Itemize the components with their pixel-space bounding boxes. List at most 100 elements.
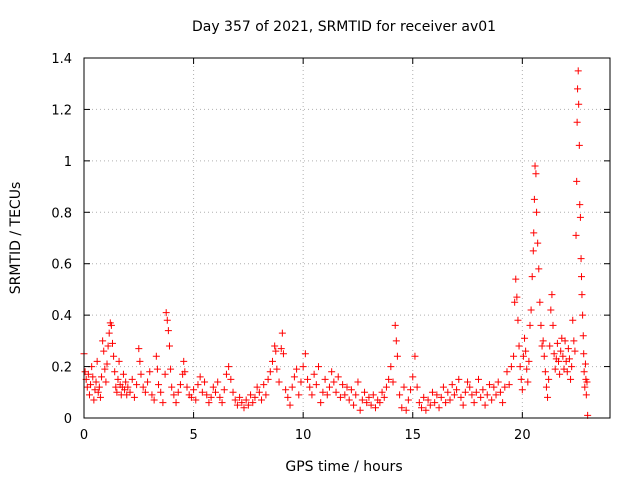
data-point bbox=[580, 368, 588, 376]
data-point bbox=[240, 404, 248, 412]
data-point bbox=[319, 388, 327, 396]
data-point bbox=[542, 383, 550, 391]
data-point bbox=[207, 393, 215, 401]
data-point bbox=[347, 386, 355, 394]
y-tick-label: 0.2 bbox=[51, 361, 72, 376]
data-point bbox=[407, 386, 415, 394]
data-point bbox=[222, 370, 230, 378]
data-point bbox=[336, 393, 344, 401]
data-point bbox=[141, 388, 149, 396]
data-point bbox=[439, 383, 447, 391]
data-point bbox=[583, 378, 591, 386]
data-point bbox=[389, 378, 397, 386]
data-point bbox=[437, 393, 445, 401]
data-point bbox=[155, 381, 163, 389]
data-point bbox=[400, 383, 408, 391]
data-point bbox=[488, 396, 496, 404]
data-point bbox=[220, 386, 228, 394]
data-point bbox=[264, 375, 272, 383]
data-point bbox=[255, 388, 263, 396]
data-point bbox=[568, 363, 576, 371]
data-point bbox=[104, 342, 112, 350]
data-point bbox=[176, 381, 184, 389]
data-point bbox=[557, 347, 565, 355]
data-point bbox=[95, 383, 103, 391]
data-point bbox=[519, 352, 527, 360]
chart-title: Day 357 of 2021, SRMTID for receiver av0… bbox=[192, 19, 496, 35]
data-point bbox=[510, 352, 518, 360]
data-point bbox=[164, 327, 172, 335]
data-point bbox=[205, 399, 213, 407]
data-point bbox=[392, 337, 400, 345]
data-point bbox=[424, 396, 432, 404]
y-tick-label: 0.8 bbox=[51, 206, 72, 221]
data-point bbox=[92, 378, 100, 386]
data-point bbox=[459, 401, 467, 409]
data-point bbox=[161, 370, 169, 378]
data-point bbox=[574, 67, 582, 75]
data-point bbox=[236, 393, 244, 401]
data-point bbox=[87, 381, 95, 389]
data-point bbox=[110, 352, 118, 360]
data-point bbox=[103, 360, 111, 368]
data-point bbox=[187, 393, 195, 401]
data-point bbox=[312, 381, 320, 389]
data-point bbox=[453, 386, 461, 394]
data-point bbox=[382, 383, 390, 391]
data-point bbox=[272, 347, 280, 355]
data-point bbox=[198, 388, 206, 396]
data-point bbox=[284, 393, 292, 401]
data-point bbox=[98, 373, 106, 381]
data-point bbox=[579, 332, 587, 340]
data-point bbox=[119, 370, 127, 378]
data-point bbox=[574, 85, 582, 93]
data-point bbox=[524, 378, 532, 386]
data-point bbox=[135, 345, 143, 353]
data-point bbox=[494, 378, 502, 386]
data-point bbox=[554, 357, 562, 365]
data-point bbox=[536, 298, 544, 306]
data-point bbox=[286, 401, 294, 409]
data-point bbox=[290, 373, 298, 381]
data-point bbox=[573, 118, 581, 126]
data-point bbox=[268, 357, 276, 365]
data-point bbox=[435, 404, 443, 412]
data-point bbox=[398, 404, 406, 412]
data-point bbox=[577, 255, 585, 263]
data-point bbox=[534, 239, 542, 247]
data-point bbox=[90, 396, 98, 404]
data-point bbox=[167, 365, 175, 373]
data-point bbox=[93, 357, 101, 365]
data-point bbox=[579, 311, 587, 319]
data-point bbox=[288, 383, 296, 391]
data-point bbox=[431, 399, 439, 407]
data-point bbox=[339, 381, 347, 389]
data-point bbox=[544, 393, 552, 401]
data-point bbox=[315, 363, 323, 371]
data-point bbox=[111, 368, 119, 376]
data-point bbox=[247, 391, 255, 399]
data-point bbox=[513, 293, 521, 301]
data-point bbox=[190, 386, 198, 394]
data-points bbox=[80, 67, 592, 419]
data-point bbox=[578, 291, 586, 299]
data-point bbox=[321, 375, 329, 383]
data-point bbox=[575, 100, 583, 108]
data-point bbox=[124, 383, 132, 391]
data-point bbox=[361, 388, 369, 396]
data-point bbox=[528, 273, 536, 281]
data-point bbox=[114, 375, 122, 383]
data-point bbox=[369, 391, 377, 399]
data-point bbox=[532, 170, 540, 178]
data-point bbox=[581, 383, 589, 391]
data-point bbox=[108, 339, 116, 347]
data-point bbox=[433, 391, 441, 399]
data-point bbox=[258, 396, 266, 404]
data-point bbox=[130, 393, 138, 401]
data-point bbox=[492, 391, 500, 399]
data-point bbox=[100, 347, 108, 355]
data-point bbox=[530, 229, 538, 237]
data-point bbox=[470, 399, 478, 407]
data-point bbox=[450, 391, 458, 399]
data-point bbox=[541, 368, 549, 376]
